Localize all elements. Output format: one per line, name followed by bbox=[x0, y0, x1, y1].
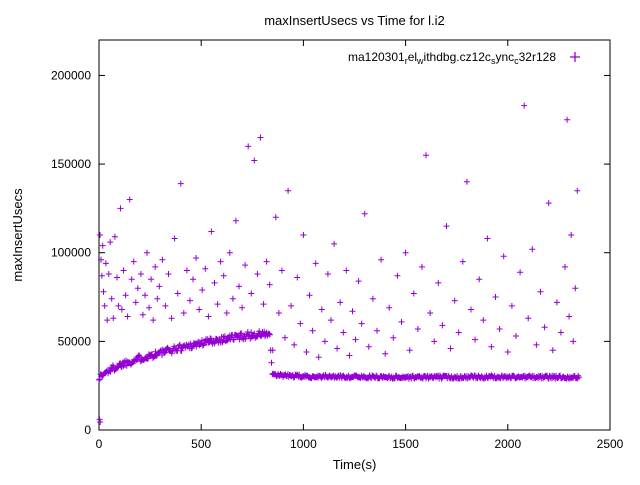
data-points-band bbox=[96, 328, 582, 383]
x-tick-labels: 0 500 1000 1500 2000 2500 bbox=[96, 437, 624, 451]
y-tick-label: 0 bbox=[84, 423, 91, 437]
x-tick-label: 1000 bbox=[290, 437, 317, 451]
x-tick-label: 500 bbox=[191, 437, 211, 451]
y-axis-label: maxInsertUsecs bbox=[10, 188, 25, 282]
data-points-outliers bbox=[96, 102, 581, 425]
y-tick-label: 50000 bbox=[58, 334, 92, 348]
x-tick-label: 1500 bbox=[392, 437, 419, 451]
legend-plus-marker-icon bbox=[570, 52, 580, 62]
y-tick-label: 200000 bbox=[51, 68, 91, 82]
x-tick-label: 2000 bbox=[494, 437, 521, 451]
x-tick-label: 0 bbox=[96, 437, 103, 451]
legend-label: ma120301relwithdbg.cz12csyncc32r128 bbox=[348, 50, 556, 66]
y-tick-labels: 0 50000 100000 150000 200000 bbox=[51, 68, 91, 437]
y-tick-label: 150000 bbox=[51, 157, 91, 171]
axis-ticks bbox=[98, 40, 611, 431]
y-tick-label: 100000 bbox=[51, 246, 91, 260]
chart-title: maxInsertUsecs vs Time for l.i2 bbox=[264, 13, 445, 28]
legend: ma120301relwithdbg.cz12csyncc32r128 bbox=[348, 50, 580, 66]
x-tick-label: 2500 bbox=[597, 437, 624, 451]
x-axis-label: Time(s) bbox=[333, 457, 377, 472]
plot-border bbox=[98, 39, 611, 431]
